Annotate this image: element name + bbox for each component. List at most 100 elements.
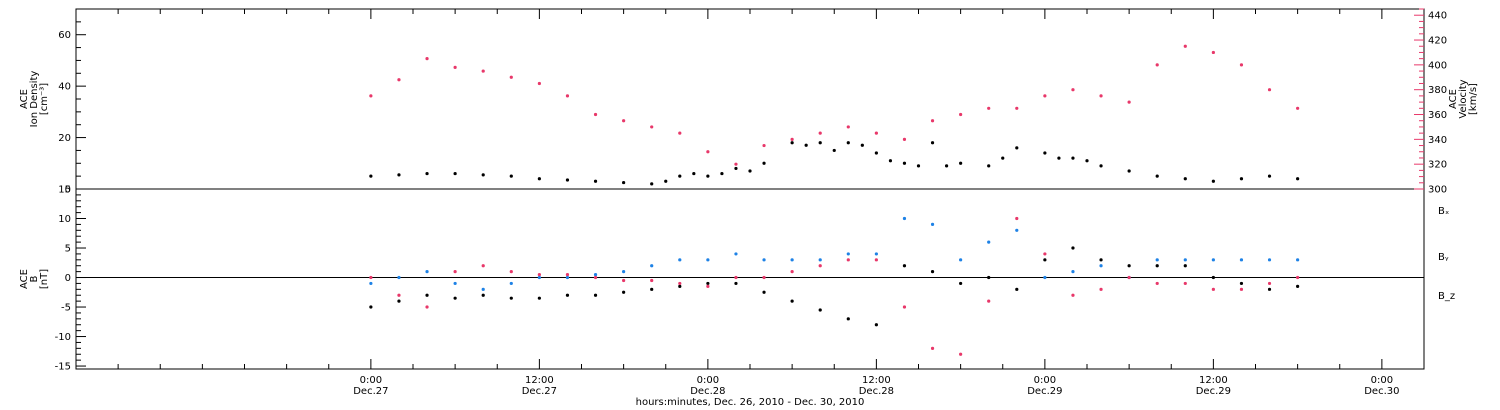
- data-point: [1043, 151, 1047, 155]
- data-point: [1127, 100, 1131, 104]
- data-point: [453, 270, 457, 274]
- data-point: [846, 258, 850, 262]
- data-point: [874, 131, 878, 135]
- bottom-b-2-points: [369, 216, 1300, 356]
- data-point: [916, 164, 921, 168]
- data-point: [397, 299, 401, 303]
- top-right-tick-label: 440: [1428, 11, 1447, 22]
- data-point: [1183, 177, 1187, 181]
- data-point: [481, 264, 485, 268]
- data-point: [706, 174, 710, 178]
- data-point: [706, 284, 710, 288]
- data-point: [1127, 169, 1131, 173]
- data-point: [1071, 156, 1075, 160]
- data-point: [692, 171, 696, 176]
- data-point: [1015, 216, 1019, 221]
- bottom-left-tick-label: 15: [58, 185, 71, 196]
- data-point: [987, 275, 991, 280]
- data-point: [397, 293, 401, 297]
- bottom-axis-label: [nT]: [39, 269, 50, 289]
- data-point: [678, 174, 682, 178]
- legend-label-1: Bᵧ: [1438, 252, 1449, 263]
- data-point: [593, 179, 598, 183]
- x-tick-label-time: 0:00: [1371, 375, 1393, 386]
- data-point: [1099, 164, 1103, 168]
- top-left-tick-label: 40: [58, 82, 71, 93]
- data-point: [734, 252, 738, 256]
- data-point: [706, 258, 710, 262]
- data-point: [650, 287, 654, 291]
- data-point: [1043, 275, 1047, 280]
- data-point: [1001, 156, 1005, 160]
- data-point: [1015, 228, 1019, 232]
- data-point: [987, 299, 991, 303]
- data-point: [509, 270, 513, 274]
- data-point: [425, 305, 429, 309]
- data-point: [1239, 177, 1244, 181]
- data-point: [537, 177, 541, 181]
- bottom-left-tick-label: 10: [58, 214, 71, 225]
- bottom-left-tick-label: -15: [55, 362, 71, 373]
- top-right-tick-label: 420: [1428, 36, 1447, 47]
- data-point: [734, 162, 738, 166]
- data-point: [678, 131, 682, 135]
- x-tick-label-time: 12:00: [1199, 375, 1228, 386]
- data-point: [846, 141, 850, 145]
- data-point: [1099, 264, 1103, 268]
- data-point: [1183, 281, 1187, 286]
- data-point: [762, 258, 766, 262]
- data-point: [369, 281, 373, 286]
- data-point: [1267, 258, 1272, 262]
- data-point: [1099, 94, 1103, 98]
- data-point: [1267, 88, 1272, 92]
- data-point: [1211, 287, 1215, 291]
- data-point: [369, 275, 373, 280]
- data-point: [804, 143, 808, 147]
- x-tick-label-date: Dec.28: [859, 386, 894, 397]
- x-tick-label-date: Dec.27: [353, 386, 388, 397]
- data-point: [650, 125, 654, 129]
- x-tick-label-date: Dec.30: [1364, 386, 1399, 397]
- data-point: [1071, 246, 1075, 250]
- bottom-axis-label: ACE: [19, 269, 30, 289]
- legend-label-0: Bₓ: [1438, 206, 1449, 217]
- data-point: [481, 173, 485, 177]
- data-point: [1239, 287, 1244, 291]
- data-point: [369, 174, 373, 178]
- top-right-axis-label: [km/s]: [1468, 83, 1479, 115]
- top-right-tick-label: 340: [1428, 135, 1447, 146]
- data-point: [1211, 179, 1215, 183]
- top-left-tick-label: 20: [58, 133, 71, 144]
- data-point: [1015, 287, 1019, 291]
- data-point: [860, 143, 864, 147]
- data-point: [369, 94, 373, 98]
- data-point: [1043, 258, 1047, 262]
- bottom-b-0-points: [369, 246, 1300, 327]
- data-point: [1155, 258, 1159, 262]
- data-point: [622, 270, 626, 274]
- data-point: [874, 258, 878, 262]
- data-point: [1155, 63, 1159, 67]
- data-point: [397, 78, 401, 82]
- bottom-left-tick-label: -10: [55, 332, 71, 343]
- data-point: [734, 166, 738, 171]
- data-point: [1155, 264, 1159, 268]
- top-velocity-points: [369, 44, 1300, 166]
- top-left-axis-label: ACE: [19, 89, 30, 109]
- x-tick-label-date: Dec.29: [1196, 386, 1231, 397]
- data-point: [678, 284, 682, 288]
- data-point: [818, 141, 822, 145]
- data-point: [1071, 270, 1075, 274]
- data-point: [1267, 174, 1272, 178]
- data-point: [425, 57, 429, 61]
- data-point: [902, 264, 907, 268]
- data-point: [930, 222, 935, 227]
- data-point: [622, 119, 626, 123]
- data-point: [706, 150, 710, 154]
- data-point: [1043, 94, 1047, 98]
- data-point: [622, 290, 626, 294]
- data-point: [902, 137, 907, 141]
- data-point: [1267, 281, 1272, 286]
- data-point: [790, 258, 794, 262]
